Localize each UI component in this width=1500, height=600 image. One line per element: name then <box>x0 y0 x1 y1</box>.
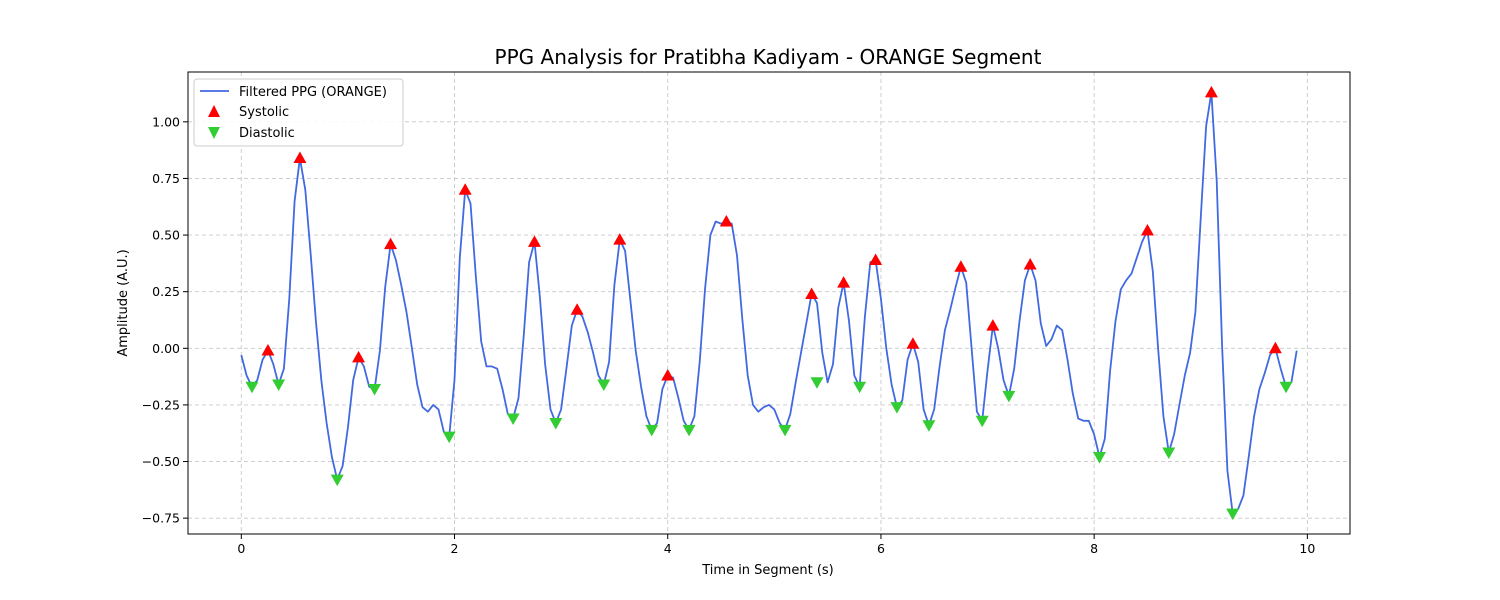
legend-entry-filtered-ppg: Filtered PPG (ORANGE) <box>239 85 387 100</box>
plot-series <box>240 85 1298 521</box>
systolic-marker <box>527 235 541 247</box>
x-tick-label: 2 <box>451 541 459 556</box>
systolic-marker <box>1204 85 1218 98</box>
systolic-marker <box>954 260 968 272</box>
systolic-marker <box>661 368 675 381</box>
chart-title: PPG Analysis for Pratibha Kadiyam - ORAN… <box>495 45 1042 69</box>
x-tick-label: 8 <box>1090 541 1098 556</box>
diastolic-marker <box>1002 390 1016 403</box>
diastolic-marker <box>597 379 611 392</box>
x-tick-label: 6 <box>877 541 885 556</box>
legend-systolic-marker <box>208 105 220 117</box>
diastolic-marker <box>975 415 989 428</box>
systolic-marker <box>384 237 398 250</box>
legend-entry-systolic: Systolic <box>239 105 289 120</box>
y-tick-label: 0.25 <box>152 284 180 299</box>
diastolic-marker <box>890 402 904 414</box>
diastolic-marker <box>645 424 659 437</box>
diastolic-marker <box>1162 447 1176 459</box>
legend-diastolic-marker <box>208 127 220 139</box>
systolic-marker <box>1023 258 1037 270</box>
systolic-marker <box>261 344 275 356</box>
systolic-marker <box>906 337 920 349</box>
diastolic-marker <box>442 431 456 444</box>
diastolic-marker <box>549 418 563 430</box>
systolic-marker <box>293 151 307 164</box>
diastolic-marker <box>682 424 696 437</box>
diastolic-marker <box>1226 508 1240 521</box>
systolic-marker <box>458 183 472 195</box>
systolic-marker <box>570 303 584 315</box>
legend: Filtered PPG (ORANGE) Systolic Diastolic <box>193 78 404 147</box>
legend-entry-diastolic: Diastolic <box>239 126 295 141</box>
filtered-ppg-line <box>240 91 1298 515</box>
diastolic-marker <box>810 377 824 389</box>
plot-area-frame <box>187 71 1351 535</box>
diastolic-marker <box>778 424 792 437</box>
y-tick-label: −0.25 <box>142 397 180 412</box>
y-tick-label: −0.50 <box>142 454 180 469</box>
systolic-marker <box>869 253 883 265</box>
diastolic-marker <box>245 381 259 394</box>
diastolic-marker <box>506 413 520 425</box>
y-tick-label: 0.00 <box>152 341 180 356</box>
y-tick-label: −0.75 <box>142 511 180 526</box>
systolic-marker <box>613 233 627 245</box>
systolic-marker <box>986 319 1000 331</box>
x-axis-label: Time in Segment (s) <box>701 563 833 578</box>
grid-lines <box>188 72 1350 534</box>
systolic-marker <box>805 287 819 299</box>
legend-box <box>193 78 404 147</box>
diastolic-marker <box>922 420 936 432</box>
diastolic-marker <box>330 474 344 487</box>
diastolic-marker <box>272 379 286 392</box>
x-tick-label: 0 <box>237 541 245 556</box>
y-tick-label: 1.00 <box>152 114 180 129</box>
x-tick-label: 4 <box>664 541 672 556</box>
systolic-marker <box>1140 224 1154 236</box>
y-tick-label: 0.75 <box>152 171 180 186</box>
diastolic-marker <box>1279 381 1293 394</box>
systolic-marker <box>837 276 851 288</box>
diastolic-marker <box>368 384 382 396</box>
y-axis-label: Amplitude (A.U.) <box>116 249 131 356</box>
diastolic-marker <box>1092 452 1106 464</box>
x-tick-label: 10 <box>1299 541 1315 556</box>
systolic-marker <box>719 214 733 227</box>
diastolic-marker <box>853 381 867 394</box>
systolic-marker <box>352 350 366 363</box>
systolic-marker <box>1268 341 1282 354</box>
axis-ticks: 0 2 4 6 8 10 −0.75 −0.50 −0.25 0.00 0.25 0.50 0.75 1.… <box>142 114 1316 556</box>
y-tick-label: 0.50 <box>152 228 180 243</box>
